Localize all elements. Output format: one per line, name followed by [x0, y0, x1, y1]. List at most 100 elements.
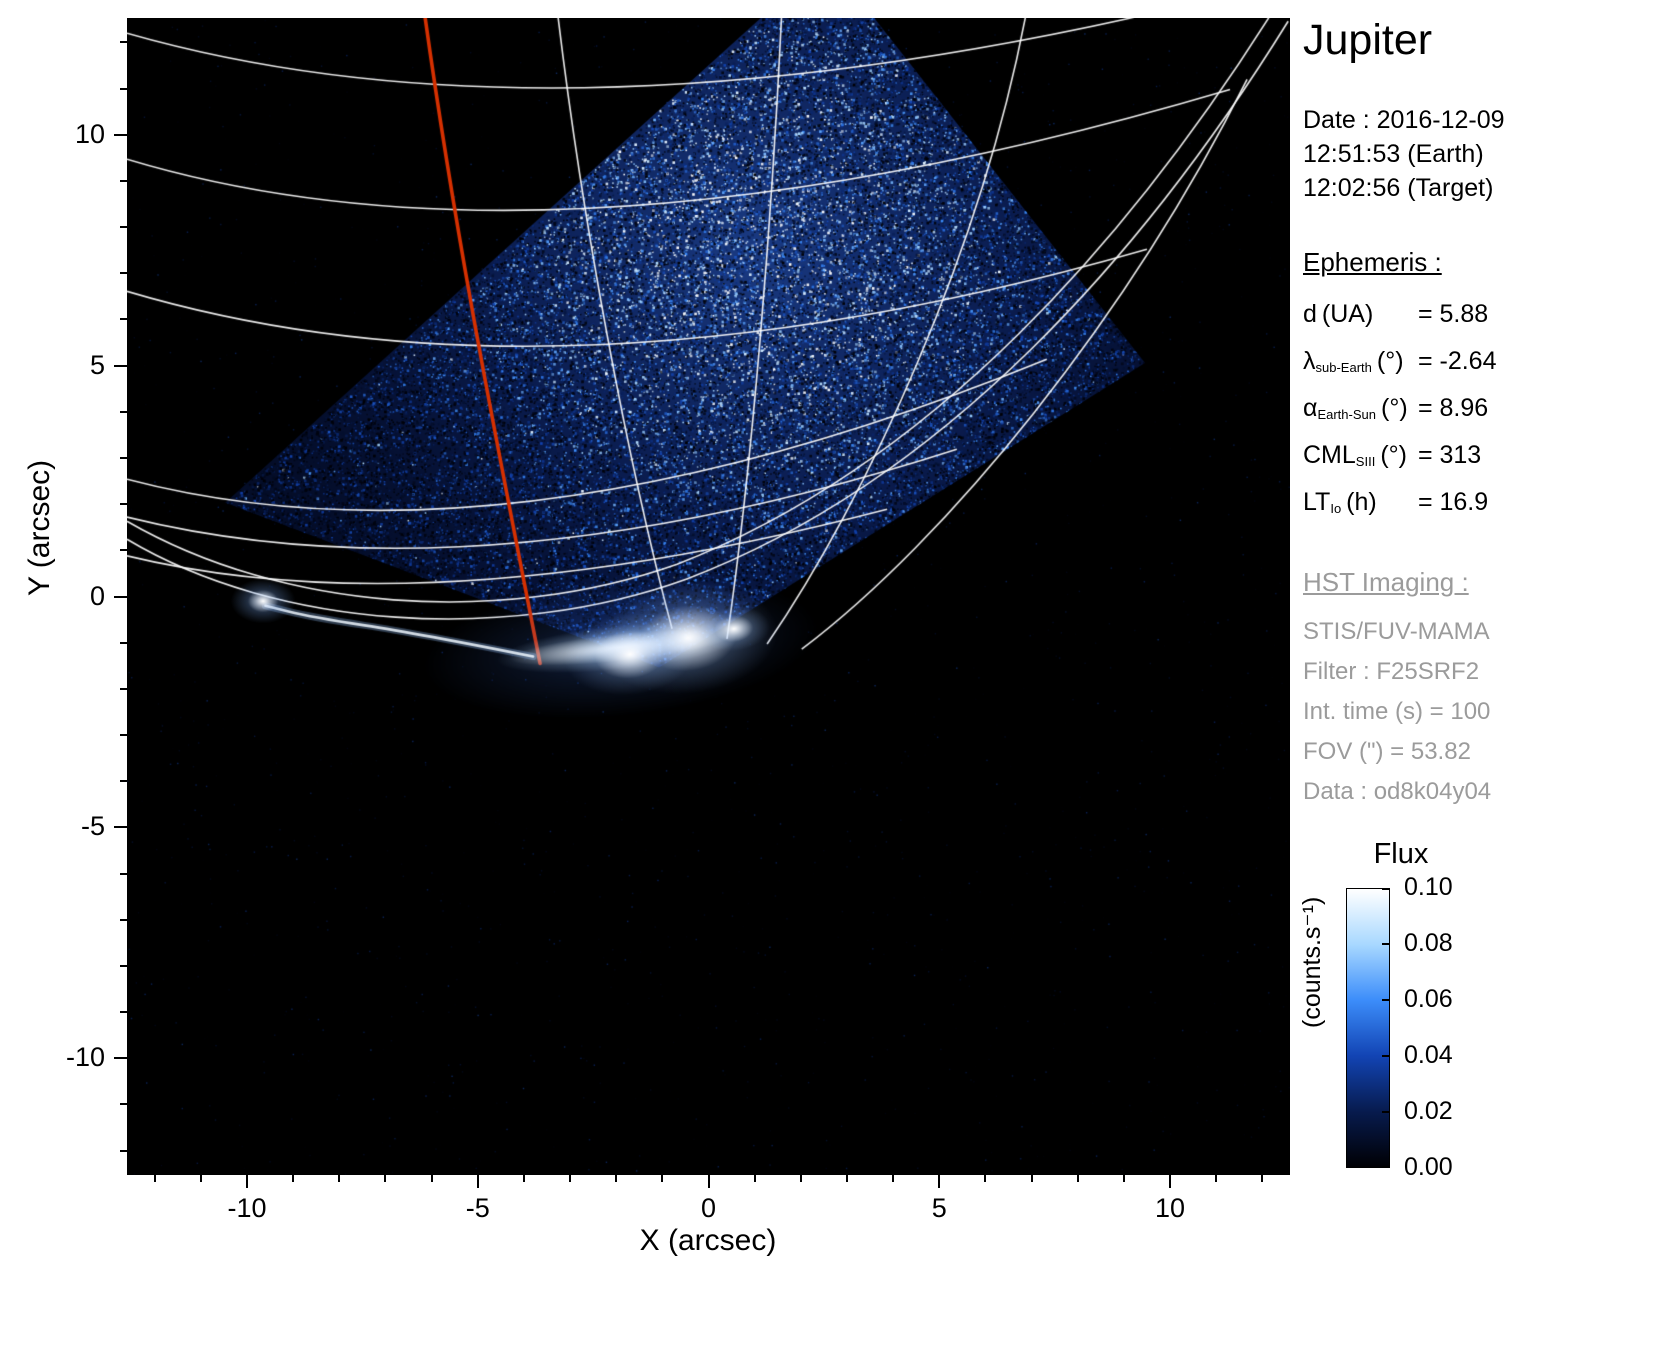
colorbar-tick	[1382, 1111, 1390, 1113]
y-tick-label: -5	[23, 811, 105, 842]
ephemeris-row-cml: CMLSIII (°) = 313	[1303, 435, 1675, 482]
colorbar-tick-label: 0.08	[1404, 929, 1453, 958]
observation-earth-time: 12:51:53 (Earth)	[1303, 137, 1675, 171]
y-axis-tick	[120, 41, 127, 43]
ephemeris-value: = -2.64	[1418, 347, 1497, 375]
ephemeris-label: LTIo (h)	[1303, 482, 1411, 529]
colorbar-tick-label: 0.00	[1404, 1153, 1453, 1182]
colorbar-tick-label: 0.10	[1404, 873, 1453, 902]
ephemeris-unit: (UA)	[1322, 300, 1373, 328]
observation-target-time: 12:02:56 (Target)	[1303, 171, 1675, 205]
colorbar-tick	[1382, 888, 1390, 890]
x-axis-tick	[1031, 1175, 1033, 1182]
ephemeris-subscript: sub-Earth	[1316, 360, 1372, 375]
y-axis-tick	[120, 1150, 127, 1152]
y-tick-label: 5	[23, 350, 105, 381]
y-axis-tick	[120, 1103, 127, 1105]
colorbar-gradient	[1346, 888, 1390, 1168]
x-axis-tick	[477, 1175, 479, 1188]
colorbar-tick	[1382, 1055, 1390, 1057]
x-axis-tick	[800, 1175, 802, 1182]
x-tick-label: -5	[438, 1193, 518, 1224]
x-axis-tick	[1261, 1175, 1263, 1182]
ephemeris-subscript: Earth-Sun	[1317, 407, 1376, 422]
ephemeris-label: CMLSIII (°)	[1303, 435, 1411, 482]
x-axis-tick	[846, 1175, 848, 1182]
figure: X (arcsec) Y (arcsec) Jupiter Date : 201…	[0, 0, 1676, 1367]
x-axis-tick	[154, 1175, 156, 1182]
x-axis-tick	[708, 1175, 710, 1188]
ephemeris-subscript: SIII	[1356, 454, 1376, 469]
y-axis-tick	[120, 549, 127, 551]
y-axis-tick	[120, 411, 127, 413]
y-axis-tick	[120, 88, 127, 90]
x-axis-tick	[246, 1175, 248, 1188]
y-axis-tick	[114, 1057, 127, 1059]
x-axis-tick	[984, 1175, 986, 1182]
y-axis-tick	[120, 873, 127, 875]
y-axis-tick	[120, 272, 127, 274]
y-axis-tick	[114, 134, 127, 136]
hst-data-id: Data : od8k04y04	[1303, 772, 1675, 812]
x-tick-label: 5	[899, 1193, 979, 1224]
ephemeris-value: = 313	[1418, 441, 1481, 469]
colorbar-tick-label: 0.06	[1404, 985, 1453, 1014]
ephemeris-unit: (°)	[1380, 441, 1407, 469]
x-tick-label: 10	[1130, 1193, 1210, 1224]
ephemeris-symbol: CML	[1303, 441, 1356, 469]
x-axis-tick	[1077, 1175, 1079, 1182]
y-axis-tick	[114, 596, 127, 598]
observation-datetime: Date : 2016-12-09 12:51:53 (Earth) 12:02…	[1303, 103, 1675, 205]
x-axis-tick	[615, 1175, 617, 1182]
x-axis-title: X (arcsec)	[548, 1224, 868, 1258]
y-axis-tick	[120, 919, 127, 921]
y-axis-tick	[114, 826, 127, 828]
ephemeris-heading: Ephemeris :	[1303, 247, 1675, 278]
y-axis-tick	[120, 503, 127, 505]
ephemeris-unit: (h)	[1346, 488, 1377, 516]
ephemeris-unit: (°)	[1381, 394, 1408, 422]
x-tick-label: 0	[669, 1193, 749, 1224]
ephemeris-value: = 8.96	[1418, 394, 1488, 422]
x-axis-tick	[200, 1175, 202, 1182]
x-axis-tick	[938, 1175, 940, 1188]
jupiter-fuv-image	[127, 18, 1290, 1175]
x-axis-tick	[569, 1175, 571, 1182]
hst-instrument: STIS/FUV-MAMA	[1303, 612, 1675, 652]
hst-imaging-heading: HST Imaging :	[1303, 567, 1675, 598]
y-axis-tick	[120, 1011, 127, 1013]
info-panel: Jupiter Date : 2016-12-09 12:51:53 (Eart…	[1303, 16, 1675, 812]
ephemeris-value: = 16.9	[1418, 488, 1488, 516]
ephemeris-row-sub-earth-lat: λsub-Earth (°) = -2.64	[1303, 341, 1675, 388]
ephemeris-row-io-local-time: LTIo (h) = 16.9	[1303, 482, 1675, 529]
x-axis-tick	[292, 1175, 294, 1182]
x-axis-tick	[523, 1175, 525, 1182]
y-axis-tick	[120, 688, 127, 690]
y-axis-tick	[120, 180, 127, 182]
ephemeris-symbol: LT	[1303, 488, 1330, 516]
colorbar-title: Flux	[1340, 838, 1462, 871]
hst-fov: FOV (") = 53.82	[1303, 732, 1675, 772]
y-axis-tick	[120, 457, 127, 459]
ephemeris-label: d (UA)	[1303, 294, 1411, 341]
hst-filter: Filter : F25SRF2	[1303, 652, 1675, 692]
x-axis-tick	[1215, 1175, 1217, 1182]
x-axis-tick	[338, 1175, 340, 1182]
observation-date: Date : 2016-12-09	[1303, 103, 1675, 137]
ephemeris-label: λsub-Earth (°)	[1303, 341, 1411, 388]
ephemeris-row-distance: d (UA) = 5.88	[1303, 294, 1675, 341]
ephemeris-symbol: α	[1303, 394, 1317, 422]
y-axis-tick	[120, 318, 127, 320]
y-axis-tick	[120, 642, 127, 644]
colorbar-tick	[1382, 999, 1390, 1001]
ephemeris-label: αEarth-Sun (°)	[1303, 388, 1411, 435]
ephemeris-unit: (°)	[1377, 347, 1404, 375]
hst-int-time: Int. time (s) = 100	[1303, 692, 1675, 732]
x-axis-tick	[1169, 1175, 1171, 1188]
x-axis-tick	[754, 1175, 756, 1182]
y-tick-label: 10	[23, 119, 105, 150]
colorbar-tick-label: 0.02	[1404, 1097, 1453, 1126]
colorbar-tick	[1382, 1166, 1390, 1168]
y-axis-tick	[120, 965, 127, 967]
y-axis-tick	[120, 734, 127, 736]
